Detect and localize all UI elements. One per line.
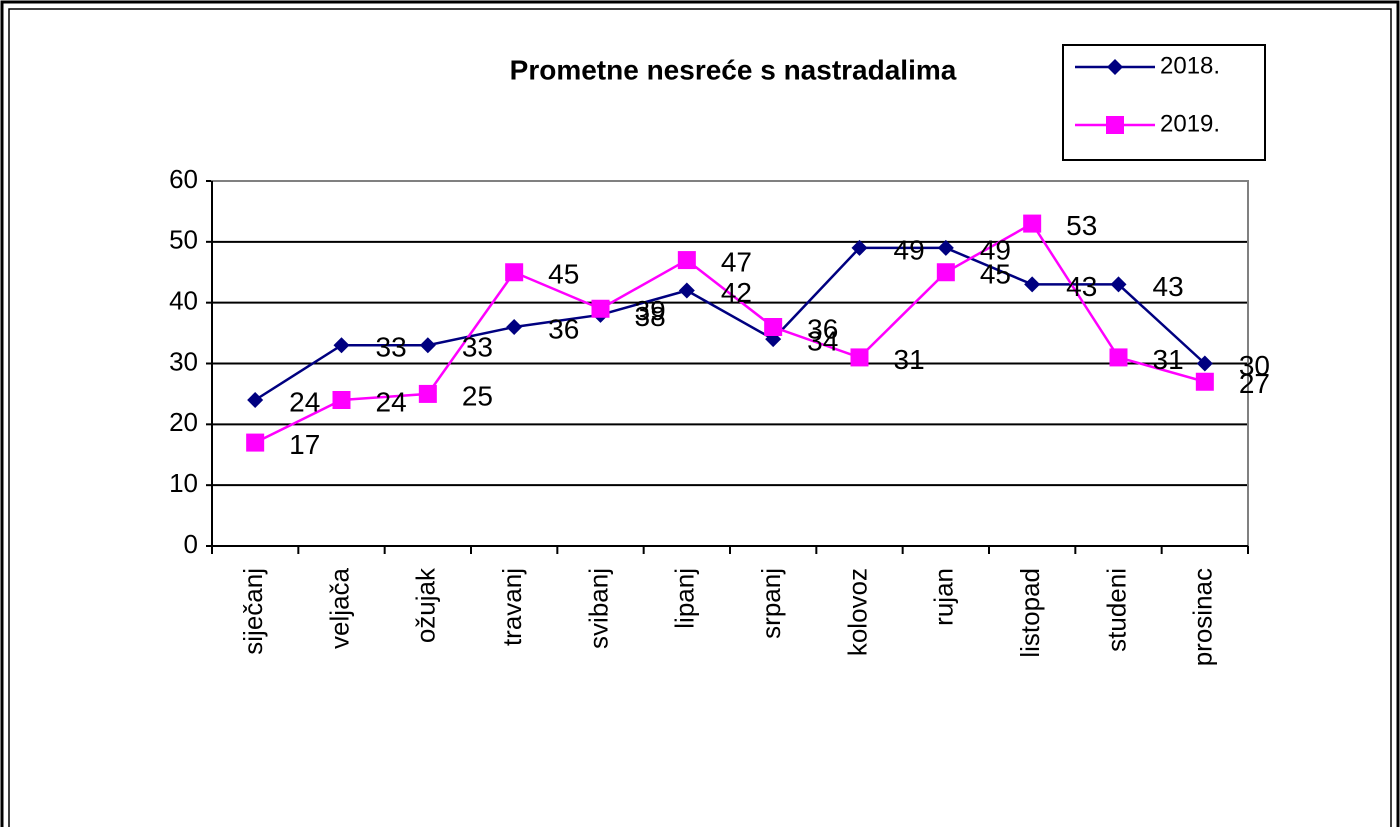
marker: [851, 239, 868, 256]
x-tick-label: listopad: [1015, 568, 1045, 658]
y-tick-label: 40: [169, 286, 198, 316]
data-label: 42: [721, 277, 752, 308]
marker: [1110, 276, 1127, 293]
x-tick-label: kolovoz: [842, 568, 872, 656]
chart-title: Prometne nesreće s nastradalima: [510, 54, 957, 85]
data-label: 17: [289, 429, 320, 460]
data-label: 25: [462, 380, 493, 411]
y-tick-label: 60: [169, 164, 198, 194]
data-label: 47: [721, 246, 752, 277]
marker: [505, 263, 524, 282]
marker: [1196, 355, 1213, 372]
y-tick-label: 30: [169, 346, 198, 376]
marker: [1107, 59, 1123, 75]
data-label: 31: [1153, 344, 1184, 375]
data-label: 43: [1066, 271, 1097, 302]
marker: [677, 251, 696, 270]
x-tick-label: studeni: [1101, 568, 1131, 652]
marker: [936, 263, 955, 282]
y-tick-label: 10: [169, 468, 198, 498]
y-tick-label: 50: [169, 225, 198, 255]
data-label: 49: [894, 234, 925, 265]
data-label: 36: [807, 313, 838, 344]
marker: [591, 299, 610, 318]
legend-box: [1062, 44, 1266, 161]
marker: [333, 337, 350, 354]
data-label: 43: [1153, 271, 1184, 302]
marker: [419, 337, 436, 354]
data-label: 33: [462, 332, 493, 363]
marker: [1106, 116, 1124, 134]
data-label: 33: [376, 332, 407, 363]
marker: [246, 433, 265, 452]
marker: [937, 239, 954, 256]
data-label: 49: [980, 234, 1011, 265]
data-label: 53: [1066, 210, 1097, 241]
legend-label: 2018.: [1160, 52, 1220, 79]
x-tick-label: siječanj: [238, 568, 268, 655]
marker: [332, 391, 351, 409]
x-tick-label: lipanj: [670, 568, 700, 629]
series-line: [254, 246, 1206, 402]
series-line: [254, 221, 1206, 444]
legend-label: 2019.: [1160, 110, 1220, 137]
x-tick-label: travanj: [497, 568, 527, 646]
data-label: 38: [635, 301, 666, 332]
x-tick-label: veljača: [324, 567, 354, 648]
marker: [678, 282, 695, 299]
marker: [764, 318, 783, 336]
data-label: 45: [548, 259, 579, 290]
data-label: 27: [1239, 368, 1270, 399]
data-label: 24: [376, 386, 407, 417]
data-label: 31: [894, 344, 925, 375]
marker: [418, 384, 437, 403]
data-label: 30: [1239, 350, 1270, 381]
data-label: 34: [807, 326, 838, 357]
x-tick-label: srpanj: [756, 568, 786, 639]
marker: [1109, 348, 1128, 367]
x-tick-label: prosinac: [1188, 568, 1218, 666]
data-label: 45: [980, 259, 1011, 290]
marker: [1024, 276, 1041, 293]
x-tick-label: svibanj: [583, 568, 613, 649]
y-tick-label: 20: [169, 407, 198, 437]
data-label: 36: [548, 313, 579, 344]
inner-frame: [8, 8, 1392, 827]
marker: [247, 392, 264, 408]
x-tick-label: rujan: [929, 568, 959, 626]
marker: [506, 319, 523, 335]
x-tick-label: ožujak: [411, 567, 441, 643]
y-tick-label: 0: [184, 529, 198, 559]
marker: [850, 348, 869, 367]
marker: [1023, 214, 1042, 233]
marker: [1195, 372, 1214, 391]
data-label: 24: [289, 386, 320, 417]
data-label: 39: [635, 295, 666, 326]
